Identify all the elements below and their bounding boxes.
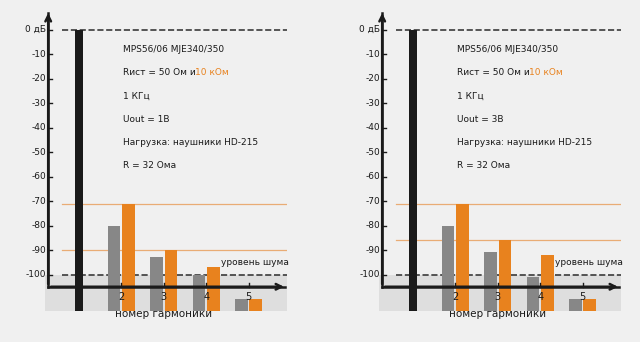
Text: 1: 1 bbox=[410, 292, 416, 302]
Text: 10 кОм: 10 кОм bbox=[195, 68, 228, 77]
Text: -90: -90 bbox=[31, 246, 46, 254]
Text: 4: 4 bbox=[203, 292, 209, 302]
Bar bbox=[75, 30, 83, 311]
Text: Rист = 50 Ом и: Rист = 50 Ом и bbox=[124, 68, 199, 77]
Text: 0 дБ: 0 дБ bbox=[359, 25, 380, 34]
Bar bbox=[45, 275, 287, 311]
Bar bbox=[527, 277, 540, 311]
Text: 5: 5 bbox=[579, 292, 586, 302]
Bar bbox=[584, 299, 596, 311]
Text: 3: 3 bbox=[161, 292, 167, 302]
Text: 1: 1 bbox=[76, 292, 82, 302]
Bar bbox=[379, 275, 621, 311]
Bar bbox=[408, 30, 417, 311]
Text: Uout = 3В: Uout = 3В bbox=[458, 115, 504, 124]
Text: -30: -30 bbox=[365, 99, 380, 108]
Bar bbox=[164, 250, 177, 311]
Bar bbox=[541, 255, 554, 311]
Text: -60: -60 bbox=[365, 172, 380, 181]
Bar bbox=[442, 226, 454, 311]
Text: -10: -10 bbox=[31, 50, 46, 59]
Text: -80: -80 bbox=[31, 221, 46, 230]
Text: 4: 4 bbox=[537, 292, 543, 302]
Text: -20: -20 bbox=[31, 74, 46, 83]
Text: -70: -70 bbox=[365, 197, 380, 206]
Text: -60: -60 bbox=[31, 172, 46, 181]
Text: -40: -40 bbox=[365, 123, 380, 132]
Bar bbox=[108, 226, 120, 311]
Text: MPS56/06 MJE340/350: MPS56/06 MJE340/350 bbox=[124, 45, 225, 54]
Text: 10 кОм: 10 кОм bbox=[529, 68, 563, 77]
Text: 2: 2 bbox=[118, 292, 124, 302]
Bar bbox=[250, 299, 262, 311]
Bar bbox=[207, 267, 220, 311]
Text: 1 КГц: 1 КГц bbox=[458, 91, 484, 101]
Text: -20: -20 bbox=[365, 74, 380, 83]
Text: Uout = 1В: Uout = 1В bbox=[124, 115, 170, 124]
Text: 0 дБ: 0 дБ bbox=[25, 25, 46, 34]
Text: MPS56/06 MJE340/350: MPS56/06 MJE340/350 bbox=[458, 45, 559, 54]
Bar bbox=[235, 299, 248, 311]
Bar bbox=[484, 252, 497, 311]
Text: -10: -10 bbox=[365, 50, 380, 59]
Text: Нагрузка: наушники HD-215: Нагрузка: наушники HD-215 bbox=[124, 138, 259, 147]
Text: номер гармоники: номер гармоники bbox=[115, 309, 212, 319]
Text: 1 КГц: 1 КГц bbox=[124, 91, 150, 101]
Text: номер гармоники: номер гармоники bbox=[449, 309, 546, 319]
Text: Нагрузка: наушники HD-215: Нагрузка: наушники HD-215 bbox=[458, 138, 593, 147]
Text: -100: -100 bbox=[360, 270, 380, 279]
Bar bbox=[193, 275, 205, 311]
Bar bbox=[499, 240, 511, 311]
Text: -90: -90 bbox=[365, 246, 380, 254]
Bar bbox=[150, 258, 163, 311]
Text: уровень шума: уровень шума bbox=[221, 258, 289, 267]
Text: -100: -100 bbox=[26, 270, 46, 279]
Bar bbox=[456, 203, 468, 311]
Text: Rист = 50 Ом и: Rист = 50 Ом и bbox=[458, 68, 533, 77]
Text: -40: -40 bbox=[31, 123, 46, 132]
Text: 2: 2 bbox=[452, 292, 458, 302]
Text: -70: -70 bbox=[31, 197, 46, 206]
Text: R = 32 Ома: R = 32 Ома bbox=[458, 161, 511, 170]
Text: уровень шума: уровень шума bbox=[555, 258, 623, 267]
Text: -50: -50 bbox=[31, 148, 46, 157]
Text: -80: -80 bbox=[365, 221, 380, 230]
Text: R = 32 Ома: R = 32 Ома bbox=[124, 161, 177, 170]
Bar bbox=[122, 203, 135, 311]
Text: 3: 3 bbox=[495, 292, 500, 302]
Text: -30: -30 bbox=[31, 99, 46, 108]
Text: -50: -50 bbox=[365, 148, 380, 157]
Bar bbox=[569, 299, 582, 311]
Text: 5: 5 bbox=[246, 292, 252, 302]
